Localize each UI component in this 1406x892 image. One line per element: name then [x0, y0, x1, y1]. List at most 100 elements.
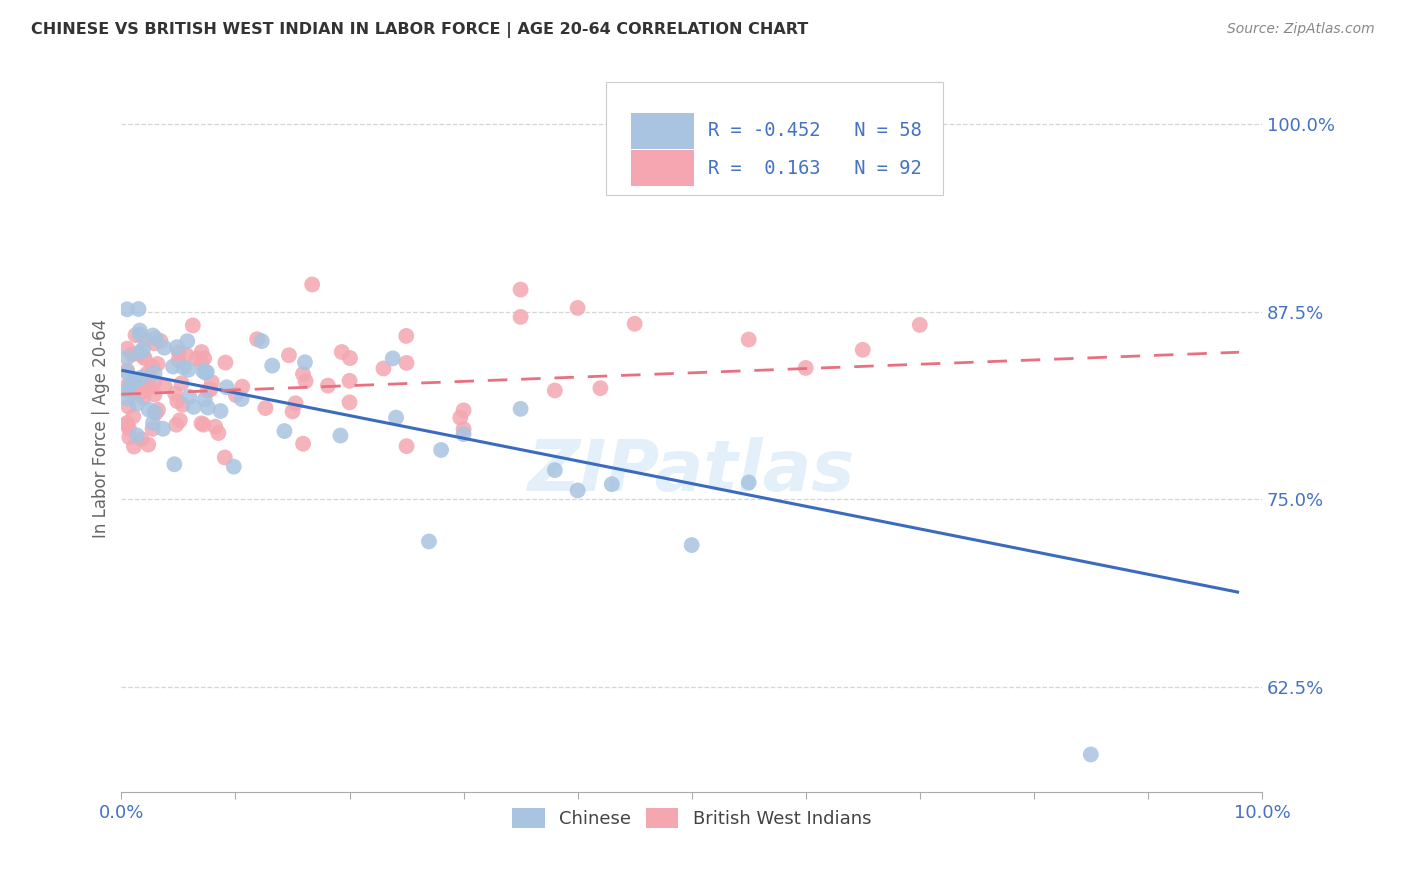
Point — [134, 333, 156, 347]
Point — [167, 353, 190, 368]
Text: ZIPatlas: ZIPatlas — [529, 437, 855, 506]
Point — [330, 345, 353, 359]
Text: R =  0.163   N = 92: R = 0.163 N = 92 — [707, 159, 921, 178]
Point — [141, 359, 163, 374]
Point — [142, 416, 165, 430]
Point — [162, 359, 184, 374]
Point — [278, 348, 301, 362]
Point — [281, 404, 304, 418]
Point — [681, 538, 703, 552]
Point — [284, 396, 307, 410]
Point — [120, 377, 142, 392]
Point — [132, 380, 155, 394]
Point — [509, 401, 531, 416]
Point — [120, 377, 142, 392]
Point — [176, 334, 198, 348]
Point — [852, 343, 875, 357]
Point — [395, 329, 418, 343]
Point — [737, 333, 759, 347]
Point — [134, 351, 156, 365]
Point — [301, 277, 323, 292]
Point — [339, 374, 361, 388]
Point — [190, 417, 212, 431]
Point — [589, 381, 612, 395]
Point — [316, 378, 339, 392]
Point — [209, 404, 232, 418]
Point — [395, 439, 418, 453]
Point — [115, 351, 138, 365]
Point — [329, 428, 352, 442]
Point — [623, 317, 645, 331]
Point — [136, 437, 159, 451]
Text: CHINESE VS BRITISH WEST INDIAN IN LABOR FORCE | AGE 20-64 CORRELATION CHART: CHINESE VS BRITISH WEST INDIAN IN LABOR … — [31, 22, 808, 38]
Point — [142, 422, 165, 436]
Point — [132, 342, 155, 356]
Point — [339, 351, 361, 365]
Point — [165, 386, 187, 401]
Point — [174, 348, 197, 362]
Point — [149, 334, 172, 348]
Point — [122, 409, 145, 424]
Point — [197, 401, 219, 415]
Point — [139, 381, 162, 395]
Point — [373, 361, 395, 376]
Point — [193, 364, 215, 378]
Point — [143, 405, 166, 419]
Point — [131, 384, 153, 399]
Point — [291, 367, 314, 381]
Point — [509, 283, 531, 297]
Point — [163, 457, 186, 471]
Point — [195, 365, 218, 379]
Point — [128, 301, 150, 316]
Point — [127, 383, 149, 397]
Point — [339, 395, 361, 409]
Point — [385, 410, 408, 425]
Point — [115, 416, 138, 430]
Point — [544, 384, 567, 398]
Point — [908, 318, 931, 332]
Point — [449, 410, 471, 425]
Point — [292, 436, 315, 450]
Point — [190, 355, 212, 369]
Point — [179, 390, 201, 404]
Point — [194, 366, 217, 380]
Point — [262, 359, 284, 373]
Point — [115, 302, 138, 317]
Point — [190, 345, 212, 359]
Point — [125, 346, 148, 360]
Text: Source: ZipAtlas.com: Source: ZipAtlas.com — [1227, 22, 1375, 37]
Point — [115, 378, 138, 392]
Point — [128, 324, 150, 338]
Point — [204, 419, 226, 434]
Point — [115, 384, 138, 398]
Point — [381, 351, 404, 366]
Point — [193, 351, 215, 366]
Point — [146, 357, 169, 371]
Point — [131, 432, 153, 446]
Point — [129, 345, 152, 359]
Point — [544, 463, 567, 477]
Text: R = -0.452   N = 58: R = -0.452 N = 58 — [707, 121, 921, 140]
Point — [129, 327, 152, 342]
Point — [273, 424, 295, 438]
Point — [231, 380, 253, 394]
Point — [165, 417, 187, 432]
Point — [214, 450, 236, 465]
Point — [1080, 747, 1102, 762]
Point — [172, 398, 194, 412]
Point — [418, 534, 440, 549]
Point — [201, 375, 224, 389]
Point — [173, 360, 195, 375]
Point — [145, 406, 167, 420]
Point — [125, 428, 148, 442]
Point — [125, 396, 148, 410]
Point — [153, 379, 176, 393]
FancyBboxPatch shape — [606, 82, 942, 195]
Point — [737, 475, 759, 490]
Point — [132, 383, 155, 397]
Point — [143, 336, 166, 351]
Point — [124, 374, 146, 388]
Point — [214, 355, 236, 369]
Point — [117, 366, 139, 380]
Point — [225, 388, 247, 402]
